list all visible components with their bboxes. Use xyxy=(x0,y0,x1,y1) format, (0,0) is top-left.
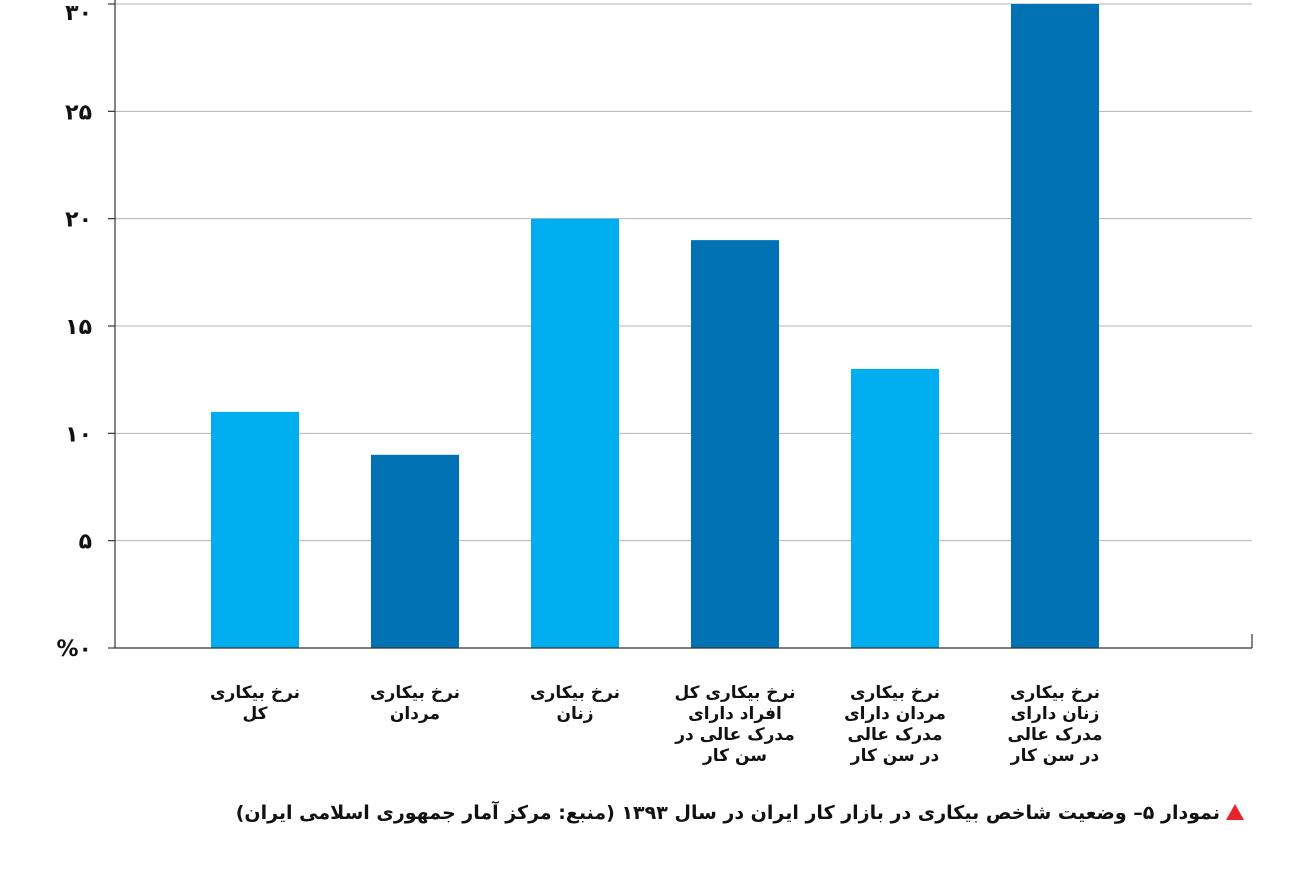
y-tick-label: ۱۵ xyxy=(65,315,92,340)
x-category-label-line: نرخ بیکاری کل xyxy=(674,683,795,703)
x-category-label: نرخ بیکاری زنان دارای مدرک عالی در سن کار xyxy=(1007,683,1102,766)
y-tick-label: ۲۰ xyxy=(65,208,92,233)
x-category-label-line: زنان دارای xyxy=(1011,704,1100,724)
bar xyxy=(371,454,459,648)
caption-text: نمودار ۵– وضعیت شاخص بیکاری در بازار کار… xyxy=(235,802,1220,824)
y-tick-label: ۵ xyxy=(79,530,92,555)
x-category-label-line: نرخ بیکاری xyxy=(210,683,300,703)
y-tick-label: ۲۵ xyxy=(65,100,92,125)
x-category-label-line: در سن کار xyxy=(850,746,940,766)
x-category-label-line: نرخ بیکاری xyxy=(1010,683,1100,703)
y-tick-label: ۱۰ xyxy=(65,422,92,447)
x-category-label-line: مدرک عالی در xyxy=(674,725,794,745)
x-category-label-line: نرخ بیکاری xyxy=(370,683,460,703)
x-category-label-line: مردان xyxy=(390,704,440,724)
x-category-label-line: نرخ بیکاری xyxy=(850,683,940,703)
bar xyxy=(1011,4,1099,648)
bar xyxy=(691,240,779,648)
axes xyxy=(108,0,1253,649)
bars xyxy=(211,4,1099,648)
x-category-label-line: نرخ بیکاری xyxy=(530,683,620,703)
y-tick-label: %۰ xyxy=(57,637,92,662)
bar xyxy=(211,411,299,648)
y-axis-tick-labels: %۰ ۵ ۱۰ ۱۵ ۲۰ ۲۵ ۳۰ xyxy=(57,1,92,662)
bar xyxy=(851,368,939,648)
x-category-label-line: در سن کار xyxy=(1010,746,1100,766)
x-category-label-line: کل xyxy=(242,704,267,724)
chart-caption: نمودار ۵– وضعیت شاخص بیکاری در بازار کار… xyxy=(236,802,1244,824)
x-category-label-line: سن کار xyxy=(702,746,767,766)
y-tick-label: ۳۰ xyxy=(65,1,92,26)
x-category-label: نرخ بیکاری مردان xyxy=(370,683,460,724)
x-category-label-line: زنان xyxy=(556,704,593,724)
x-category-label-line: افراد دارای xyxy=(688,704,782,724)
x-category-label: نرخ بیکاری کل افراد دارای مدرک عالی در سن ک… xyxy=(674,683,795,766)
x-category-label: نرخ بیکاری مردان دارای مدرک عالی در سن کار xyxy=(844,683,946,766)
caption-triangle-icon xyxy=(1226,804,1244,820)
x-category-label-line: مدرک عالی xyxy=(1007,725,1102,745)
x-category-label-line: مدرک عالی xyxy=(847,725,942,745)
x-category-label-line: مردان دارای xyxy=(844,704,946,724)
x-category-label: نرخ بیکاری کل xyxy=(210,683,300,724)
x-category-label: نرخ بیکاری زنان xyxy=(530,683,620,724)
bar xyxy=(531,218,619,648)
